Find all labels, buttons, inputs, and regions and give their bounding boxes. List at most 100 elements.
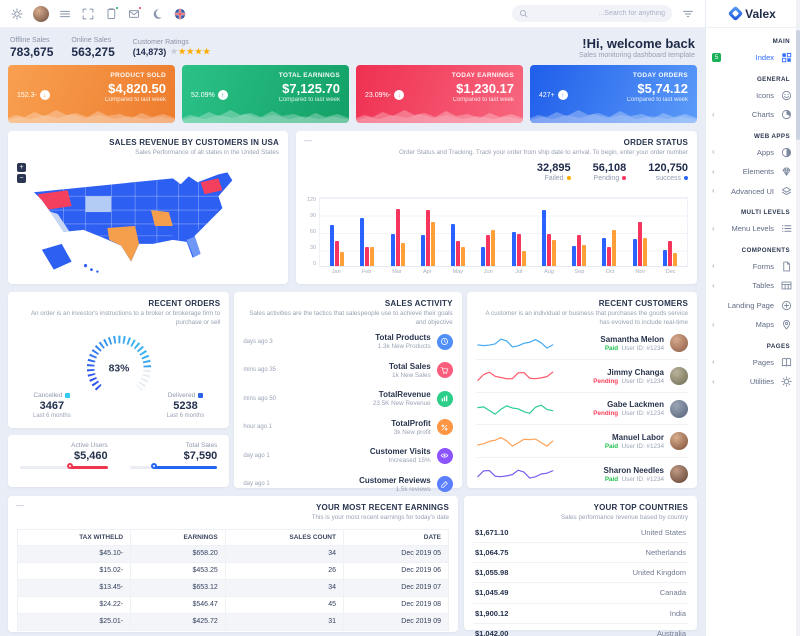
sidebar-item-advanced-ui[interactable]: ‹ Advanced UI (712, 182, 792, 202)
order-status-stats: 32,895 Failed 56,108 Pending 120,750 success (305, 162, 688, 182)
kpi-title: TODAY ORDERS (632, 72, 688, 79)
bar-pending (395, 209, 400, 266)
chevron-left-icon: ‹ (712, 319, 715, 329)
recent-orders-title: RECENT ORDERS (148, 299, 221, 308)
sidebar-item-apps[interactable]: ‹ Apps (712, 143, 792, 163)
slider-value: $5,460 (74, 450, 108, 462)
filter-icon[interactable] (681, 7, 695, 21)
sidebar-item-label: Landing Page (727, 300, 774, 310)
kpi-card-today-orders[interactable]: TODAY ORDERS $5,74.12 Compared to last wee… (530, 65, 697, 123)
legend-dot-icon (622, 176, 627, 181)
customer-status: Pending (593, 410, 619, 418)
clipboard-icon[interactable] (104, 5, 119, 21)
fullscreen-icon[interactable] (81, 7, 95, 21)
bar-group-jul (511, 198, 526, 266)
customer-main: Gabe Lackmen Pending User ID: #1234 (560, 400, 664, 417)
gear-icon[interactable] (10, 7, 24, 21)
menu-icon[interactable] (58, 7, 72, 21)
country-name: Canada (659, 588, 686, 598)
customer-item[interactable]: Manuel Labor Paid User ID: #1234 (475, 425, 688, 458)
layers-icon (780, 185, 792, 197)
sidebar-item-maps[interactable]: ‹ Maps (712, 315, 792, 335)
sidebar-item-pages[interactable]: ‹ Pages (712, 353, 792, 373)
map-zoom-controls: + − (17, 163, 26, 183)
kpi-card-product-sold[interactable]: PRODUCT SOLD $4,820.50 Compared to last we… (8, 65, 175, 123)
gauge-value: 83% (108, 363, 129, 374)
country-value: $1,042.00 (475, 628, 509, 636)
kpi-note: Compared to last week (278, 97, 340, 103)
customer-item[interactable]: Samantha Melon Paid User ID: #1234 (475, 328, 688, 361)
topbar: Valex (0, 0, 800, 28)
arrow-up-icon: ↑ (217, 90, 228, 100)
page-scrollbar[interactable] (796, 0, 800, 636)
search-input[interactable] (532, 10, 665, 17)
customer-user-id: User ID: #1234 (618, 344, 664, 352)
x-tick: Apr (423, 269, 432, 275)
stat-label: Customer Ratings (132, 38, 189, 46)
sidebar-item-menu-levels[interactable]: ‹ Menu Levels (712, 219, 792, 239)
sidebar-item-label: Pages (752, 357, 774, 367)
chevron-left-icon: ‹ (712, 223, 715, 233)
brand[interactable]: Valex (705, 0, 800, 27)
sidebar-item-charts[interactable]: ‹ Charts (712, 105, 792, 125)
bar-failed (612, 229, 617, 266)
sidebar-item-index[interactable]: 5 Index (712, 48, 792, 68)
row-widgets: RECENT ORDERS An order is an investor's … (8, 292, 697, 493)
kpi-card-today-earnings[interactable]: TODAY EARNINGS $1,230.17 Compared to last … (356, 65, 523, 123)
bar-group-aug (541, 198, 556, 266)
legend-square-icon (198, 392, 204, 398)
activity-item: hour ago 1 TotalProfit 3k New profit (243, 413, 453, 442)
earnings-table: TAX WITHELD EARNINGS SALES COUNT DATE $45.1… (16, 528, 450, 631)
sidebar-item-tables[interactable]: ‹ Tables (712, 276, 792, 296)
search-bar (512, 5, 672, 22)
bar-failed (430, 221, 435, 266)
zoom-in-button[interactable]: + (17, 163, 26, 172)
bar-failed (491, 229, 496, 266)
slider-fill (69, 466, 108, 469)
sidebar-item-elements[interactable]: ‹ Elements (712, 162, 792, 182)
activity-main: Customer Visits Increased 15% (287, 447, 431, 464)
sidebar-item-landing-page[interactable]: Landing Page (712, 296, 792, 316)
content: Offline Sales 783,675 Online Sales 563,2… (0, 28, 800, 636)
card-menu-icon[interactable]: — (304, 136, 312, 145)
slider-thumb[interactable] (66, 462, 73, 469)
sidebar-item-icons[interactable]: Icons (712, 86, 792, 106)
slider-thumb[interactable] (151, 462, 158, 469)
sales-activity-list: days ago 3 Total Products 1.3k New Product… (243, 328, 453, 499)
sidebar-item-utilities[interactable]: ‹ Utilities (712, 372, 792, 392)
country-value: $1,055.98 (475, 568, 509, 578)
card-menu-icon[interactable]: — (16, 501, 24, 510)
kpi-card-total-earnings[interactable]: TOTAL EARNINGS $7,125.70 Compared to last … (182, 65, 349, 123)
cell-date: Dec 2019 06 (342, 561, 450, 580)
mail-icon[interactable] (127, 5, 142, 21)
customer-meta: Pending User ID: #1234 (560, 410, 664, 417)
kpi-note: Compared to last week (626, 97, 688, 103)
zoom-out-button[interactable]: − (17, 174, 26, 183)
customer-name: Sharon Needles (603, 465, 664, 475)
map-pin-icon (780, 319, 792, 331)
bar-failed (642, 238, 647, 266)
cell-sales-count: 34 (224, 578, 344, 597)
activity-main: TotalProfit 3k New profit (287, 419, 430, 436)
order-status-chart: 120 90 60 30 0 Jan Feb Mar Apr May Jun Jul Aug Sep Oc… (305, 197, 688, 279)
stat-online-sales: Online Sales 563,275 (71, 37, 114, 59)
flag-icon[interactable] (173, 7, 187, 21)
customer-status: Paid (604, 344, 619, 352)
slider-track[interactable] (129, 462, 218, 469)
slider-track[interactable] (20, 462, 108, 469)
customer-item[interactable]: Gabe Lackmen Pending User ID: #1234 (475, 393, 688, 426)
moon-icon[interactable] (150, 7, 164, 21)
gauge-legend-text: Delivered (167, 391, 196, 399)
user-avatar[interactable] (33, 5, 49, 22)
customer-item[interactable]: Sharon Needles Paid User ID: #1234 (476, 458, 688, 491)
usa-map[interactable] (24, 165, 272, 277)
customer-item[interactable]: Jimmy Changa Pending User ID: #1234 (475, 360, 688, 393)
smiley-icon (780, 89, 792, 101)
rating-stars: ★★★★★ (170, 47, 211, 56)
sidebar-item-forms[interactable]: ‹ Forms (712, 257, 792, 277)
bar-group-apr (420, 198, 435, 266)
recent-customers-list: Samantha Melon Paid User ID: #1234 Jimmy C… (475, 328, 688, 491)
country-name: India (669, 608, 686, 618)
gauge-legend-note: Last 6 months (33, 412, 71, 419)
table-icon (780, 280, 792, 292)
